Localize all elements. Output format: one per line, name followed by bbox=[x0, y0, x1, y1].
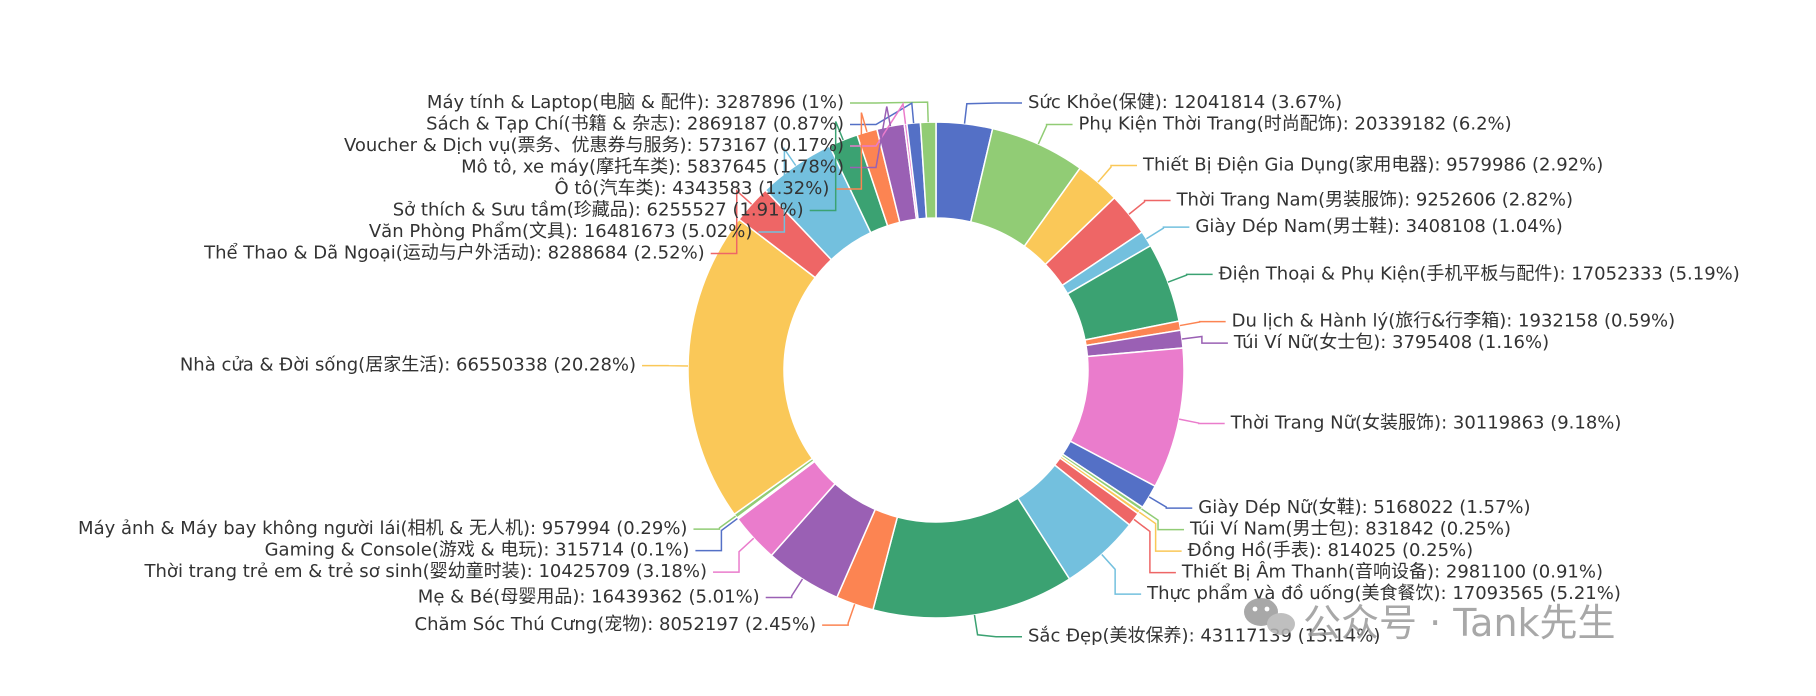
leader-line-thuc-pham-va-do-uong bbox=[1101, 553, 1142, 595]
slice-label-so-thich-suu-tam: Sở thích & Sưu tầm(珍藏品): 6255527 (1.91%) bbox=[393, 200, 804, 221]
leader-line-thoi-trang-nu bbox=[1178, 418, 1225, 425]
leader-line-may-anh-may-bay-khong-nguoi-lai bbox=[693, 515, 737, 530]
slice-label-sac-dep: Sắc Đẹp(美妆保养): 43117139 (13.14%) bbox=[1028, 626, 1380, 647]
leader-line-du-lich-hanh-ly bbox=[1179, 320, 1226, 327]
slice-label-may-anh-may-bay-khong-nguoi-lai: Máy ảnh & Máy bay không người lái(相机 & 无… bbox=[78, 518, 687, 539]
leader-line-dong-ho bbox=[1138, 511, 1182, 552]
slice-label-gaming-console: Gaming & Console(游戏 & 电玩): 315714 (0.1%) bbox=[265, 540, 690, 561]
slice-label-dien-thoai-phu-kien: Điện Thoại & Phụ Kiện(手机平板与配件): 17052333… bbox=[1219, 263, 1740, 284]
slice-label-van-phong-pham: Văn Phòng Phẩm(文具): 16481673 (5.02%) bbox=[369, 221, 753, 242]
slice-label-giay-dep-nu: Giày Dép Nữ(女鞋): 5168022 (1.57%) bbox=[1198, 497, 1530, 518]
slice-may-tinh-laptop[interactable] bbox=[919, 121, 937, 220]
slice-label-the-thao-da-ngoai: Thể Thao & Dã Ngoại(运动与户外活动): 8288684 (2… bbox=[203, 243, 705, 264]
leader-line-dien-thoai-phu-kien bbox=[1167, 273, 1213, 283]
leader-line-gaming-console bbox=[695, 517, 738, 552]
slice-label-me-be: Mẹ & Bé(母婴用品): 16439362 (5.01%) bbox=[418, 587, 760, 608]
leader-line-may-tinh-laptop bbox=[850, 101, 929, 123]
slice-label-dong-ho: Đồng Hồ(手表): 814025 (0.25%) bbox=[1188, 540, 1474, 561]
donut-slices bbox=[687, 121, 1185, 619]
slice-label-may-tinh-laptop: Máy tính & Laptop(电脑 & 配件): 3287896 (1%) bbox=[427, 92, 844, 113]
leader-line-cham-soc-thu-cung bbox=[822, 604, 856, 626]
leader-line-tui-vi-nu bbox=[1181, 335, 1228, 344]
slice-label-tui-vi-nam: Túi Ví Nam(男士包): 831842 (0.25%) bbox=[1189, 519, 1511, 540]
leader-line-tui-vi-nam bbox=[1141, 508, 1185, 531]
slice-label-du-lich-hanh-ly: Du lịch & Hành lý(旅行&行李箱): 1932158 (0.59… bbox=[1232, 311, 1676, 332]
slice-label-thiet-bi-am-thanh: Thiết Bị Âm Thanh(音响设备): 2981100 (0.91%) bbox=[1181, 561, 1603, 583]
leader-lines bbox=[642, 101, 1228, 638]
slice-label-mo-to-xe-may: Mô tô, xe máy(摩托车类): 5837645 (1.78%) bbox=[461, 157, 844, 178]
leader-line-thoi-trang-nam bbox=[1128, 199, 1171, 215]
watermark: 公众号 · Tank先生 bbox=[1244, 598, 1616, 645]
slice-label-cham-soc-thu-cung: Chăm Sóc Thú Cưng(宠物): 8052197 (2.45%) bbox=[415, 614, 817, 635]
leader-line-van-phong-pham bbox=[758, 146, 797, 233]
leader-line-sach-tap-chi bbox=[850, 101, 915, 126]
leader-line-suc-khoe bbox=[963, 102, 1022, 124]
wechat-icon bbox=[1244, 598, 1295, 635]
leader-line-thoi-trang-tre-em-tre-so-sinh bbox=[713, 537, 755, 573]
slice-label-tui-vi-nu: Túi Ví Nữ(女士包): 3795408 (1.16%) bbox=[1233, 332, 1549, 353]
watermark-text: 公众号 · Tank先生 bbox=[1303, 601, 1616, 645]
slice-label-o-to: Ô tô(汽车类): 4343583 (1.32%) bbox=[554, 177, 829, 199]
slice-label-voucher-dich-vu: Voucher & Dịch vụ(票务、优惠券与服务): 573167 (0.… bbox=[344, 135, 844, 156]
leader-line-giay-dep-nu bbox=[1148, 496, 1193, 509]
slice-labels: Sức Khỏe(保健): 12041814 (3.67%)Phụ Kiện T… bbox=[78, 92, 1740, 647]
slice-label-giay-dep-nam: Giày Dép Nam(男士鞋): 3408108 (1.04%) bbox=[1195, 216, 1562, 237]
slice-nha-cua-doi-song[interactable] bbox=[687, 218, 817, 516]
leader-line-thiet-bi-dien-gia-dung bbox=[1097, 164, 1138, 183]
leader-line-the-thao-da-ngoai bbox=[710, 189, 753, 255]
leader-line-thiet-bi-am-thanh bbox=[1133, 518, 1176, 574]
slice-label-thoi-trang-tre-em-tre-so-sinh: Thời trang trẻ em & trẻ sơ sinh(婴幼童时装): … bbox=[144, 561, 707, 582]
leader-line-mo-to-xe-may bbox=[850, 106, 892, 169]
slice-label-phu-kien-thoi-trang: Phụ Kiện Thời Trang(时尚配饰): 20339182 (6.2… bbox=[1079, 114, 1512, 135]
slice-label-thiet-bi-dien-gia-dung: Thiết Bị Điện Gia Dụng(家用电器): 9579986 (2… bbox=[1142, 155, 1603, 176]
slice-label-thoi-trang-nam: Thời Trang Nam(男装服饰): 9252606 (2.82%) bbox=[1176, 189, 1573, 210]
leader-line-o-to bbox=[835, 112, 868, 190]
leader-line-sac-dep bbox=[973, 614, 1022, 638]
leader-line-so-thich-suu-tam bbox=[809, 121, 844, 212]
slice-label-suc-khoe: Sức Khỏe(保健): 12041814 (3.67%) bbox=[1028, 92, 1342, 113]
leader-line-giay-dep-nam bbox=[1146, 226, 1190, 240]
leader-line-me-be bbox=[765, 578, 804, 599]
leader-line-phu-kien-thoi-trang bbox=[1037, 123, 1073, 145]
slice-label-nha-cua-doi-song: Nhà cửa & Đời sống(居家生活): 66550338 (20.2… bbox=[180, 355, 636, 376]
slice-label-sach-tap-chi: Sách & Tạp Chí(书籍 & 杂志): 2869187 (0.87%) bbox=[426, 114, 844, 135]
slice-label-thoi-trang-nu: Thời Trang Nữ(女装服饰): 30119863 (9.18%) bbox=[1230, 412, 1622, 433]
